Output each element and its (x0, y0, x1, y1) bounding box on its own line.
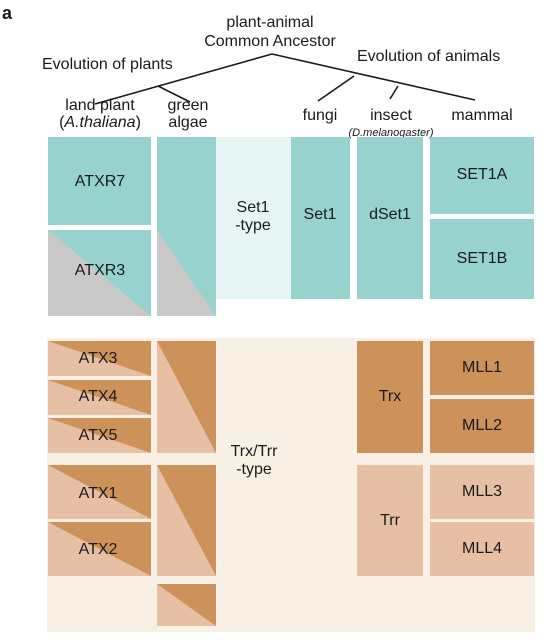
column-insect-species: (D.melanogaster) (348, 127, 434, 139)
atx5-label: ATX5 (78, 427, 118, 444)
set1b-box (430, 219, 534, 299)
column-insect: insect (370, 107, 412, 124)
mll3-label: MLL3 (461, 483, 503, 500)
trx-type-line2: -type (236, 461, 272, 478)
atxr3-grey-triangle (48, 230, 151, 316)
plants-branch-label: Evolution of plants (42, 56, 173, 73)
tree-branch-fungi (317, 75, 355, 102)
set1a-label: SET1A (456, 166, 508, 183)
trx-type-line1: Trx/Trr (230, 443, 278, 460)
set1a-box (430, 137, 534, 214)
tree-branch-animals (271, 53, 476, 101)
fungi-set1-box (291, 137, 350, 299)
atx3-label: ATX3 (78, 350, 118, 367)
species-name: A.thaliana (64, 114, 136, 131)
atx3-pink-triangle (48, 341, 151, 376)
mll3-box (430, 465, 534, 519)
column-mammal: mammal (451, 107, 513, 124)
animals-branch-label: Evolution of animals (357, 48, 501, 65)
atxr7-box (48, 137, 151, 225)
atx1-pink-triangle (48, 465, 151, 519)
mll1-box (430, 341, 534, 395)
root-label-line1: plant-animal (226, 14, 314, 31)
atx1-label: ATX1 (78, 485, 118, 502)
tree-branch-insect (389, 85, 399, 100)
atx5-pink-triangle (48, 418, 151, 453)
green-algae-trx-triangle1 (157, 341, 216, 453)
mll4-box (430, 522, 534, 576)
trr-box (357, 465, 423, 576)
atxr7-label: ATXR7 (74, 173, 126, 190)
tree-branch-green-algae (157, 85, 191, 103)
tree-branch-plants (94, 53, 273, 105)
trx-label: Trx (378, 388, 402, 405)
mll2-box (430, 399, 534, 453)
column-fungi: fungi (302, 107, 338, 124)
mll1-label: MLL1 (461, 359, 503, 376)
green-algae-grey-triangle (157, 230, 216, 316)
dset1-box (357, 137, 423, 299)
green-algae-trx-triangle2 (157, 465, 216, 576)
column-land-plant-species: (A.thaliana) (59, 114, 141, 131)
mll2-label: MLL2 (461, 417, 503, 434)
set1b-label: SET1B (456, 250, 508, 267)
mll4-label: MLL4 (461, 540, 503, 557)
atx4-pink-triangle (48, 380, 151, 415)
green-algae-trx-triangle3 (157, 584, 216, 626)
atx2-label: ATX2 (78, 541, 118, 558)
set1-type-line2: -type (235, 217, 271, 234)
set1-background (216, 137, 291, 299)
fungi-set1-label: Set1 (303, 206, 337, 223)
atx2-pink-triangle (48, 522, 151, 576)
set1-type-line1: Set1 (236, 199, 270, 216)
panel-label: a (2, 3, 13, 23)
column-land-plant: land plant (65, 97, 135, 114)
atxr3-label: ATXR3 (74, 262, 126, 279)
column-green-algae-line2: algae (168, 114, 208, 131)
column-green-algae-line1: green (167, 97, 209, 114)
root-label-line2: Common Ancestor (204, 33, 336, 50)
trr-label: Trr (380, 512, 400, 529)
atx4-label: ATX4 (78, 388, 118, 405)
trx-box (357, 341, 423, 453)
dset1-label: dSet1 (369, 206, 411, 223)
